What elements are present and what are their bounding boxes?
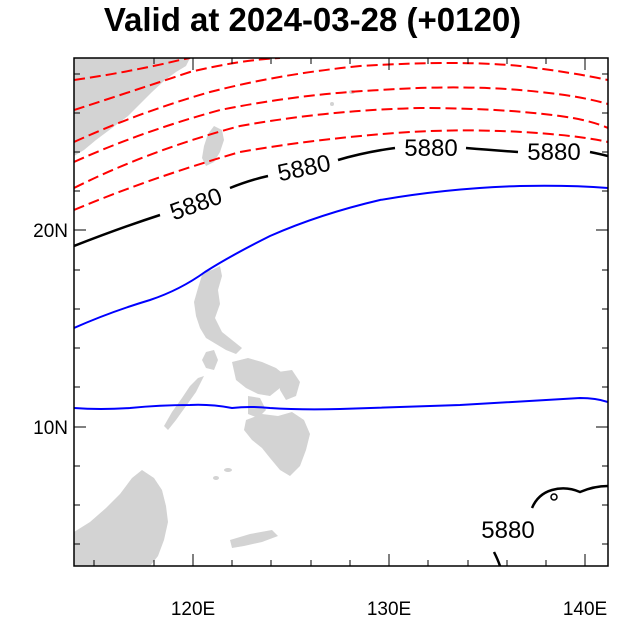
- red-dashed-contour: [74, 129, 608, 211]
- taiwan-island: [202, 126, 224, 166]
- red-dashed-contour: [74, 62, 608, 143]
- red-dashed-contour: [74, 86, 608, 163]
- left-ticks: [74, 73, 86, 545]
- contour-label: 5880: [404, 135, 457, 162]
- contour-5880-north: [74, 146, 608, 248]
- sulawesi-north: [230, 530, 278, 548]
- right-ticks: [596, 73, 608, 545]
- luzon-island: [194, 266, 242, 354]
- borneo-island: [74, 470, 168, 566]
- blue-contour-south: [74, 396, 608, 411]
- contour-label: 5880: [527, 139, 580, 166]
- contour-5880-south-tail: [492, 551, 502, 566]
- contour-label: 5880: [275, 150, 333, 188]
- visayas-islands: [232, 358, 286, 396]
- red-dashed-contour: [74, 58, 281, 111]
- x-tick-label: 130E: [367, 599, 411, 619]
- x-tick-label: 140E: [563, 599, 607, 619]
- sulu-islet: [224, 468, 232, 472]
- red-dashed-contours: [74, 58, 608, 211]
- bottom-ticks: [93, 554, 586, 566]
- plot-frame: [73, 57, 609, 567]
- mindanao-island: [244, 412, 310, 476]
- red-dashed-contour: [74, 58, 191, 81]
- samar-island: [278, 370, 300, 400]
- map-plot-area: [74, 58, 608, 566]
- top-ticks: [153, 58, 586, 70]
- blue-contour-north: [74, 184, 608, 329]
- china-coast: [74, 58, 190, 156]
- ryukyu-islet: [330, 102, 334, 106]
- x-tick-label: 120E: [171, 599, 215, 619]
- mindoro-island: [202, 350, 218, 370]
- blue-contours: [74, 184, 608, 411]
- y-tick-label: 20N: [33, 221, 68, 242]
- map-title: Valid at 2024-03-28 (+0120): [103, 1, 522, 38]
- red-dashed-contour: [74, 106, 608, 189]
- contour-label: 5880: [481, 517, 534, 544]
- contour-5880-small-loop: [550, 493, 558, 501]
- land-masses: [74, 58, 355, 566]
- y-tick-label: 10N: [33, 418, 68, 439]
- contour-5880-south: [530, 484, 608, 509]
- contour-label: 5880: [166, 183, 225, 227]
- palawan-island: [164, 376, 204, 430]
- sulu-islet: [213, 476, 219, 480]
